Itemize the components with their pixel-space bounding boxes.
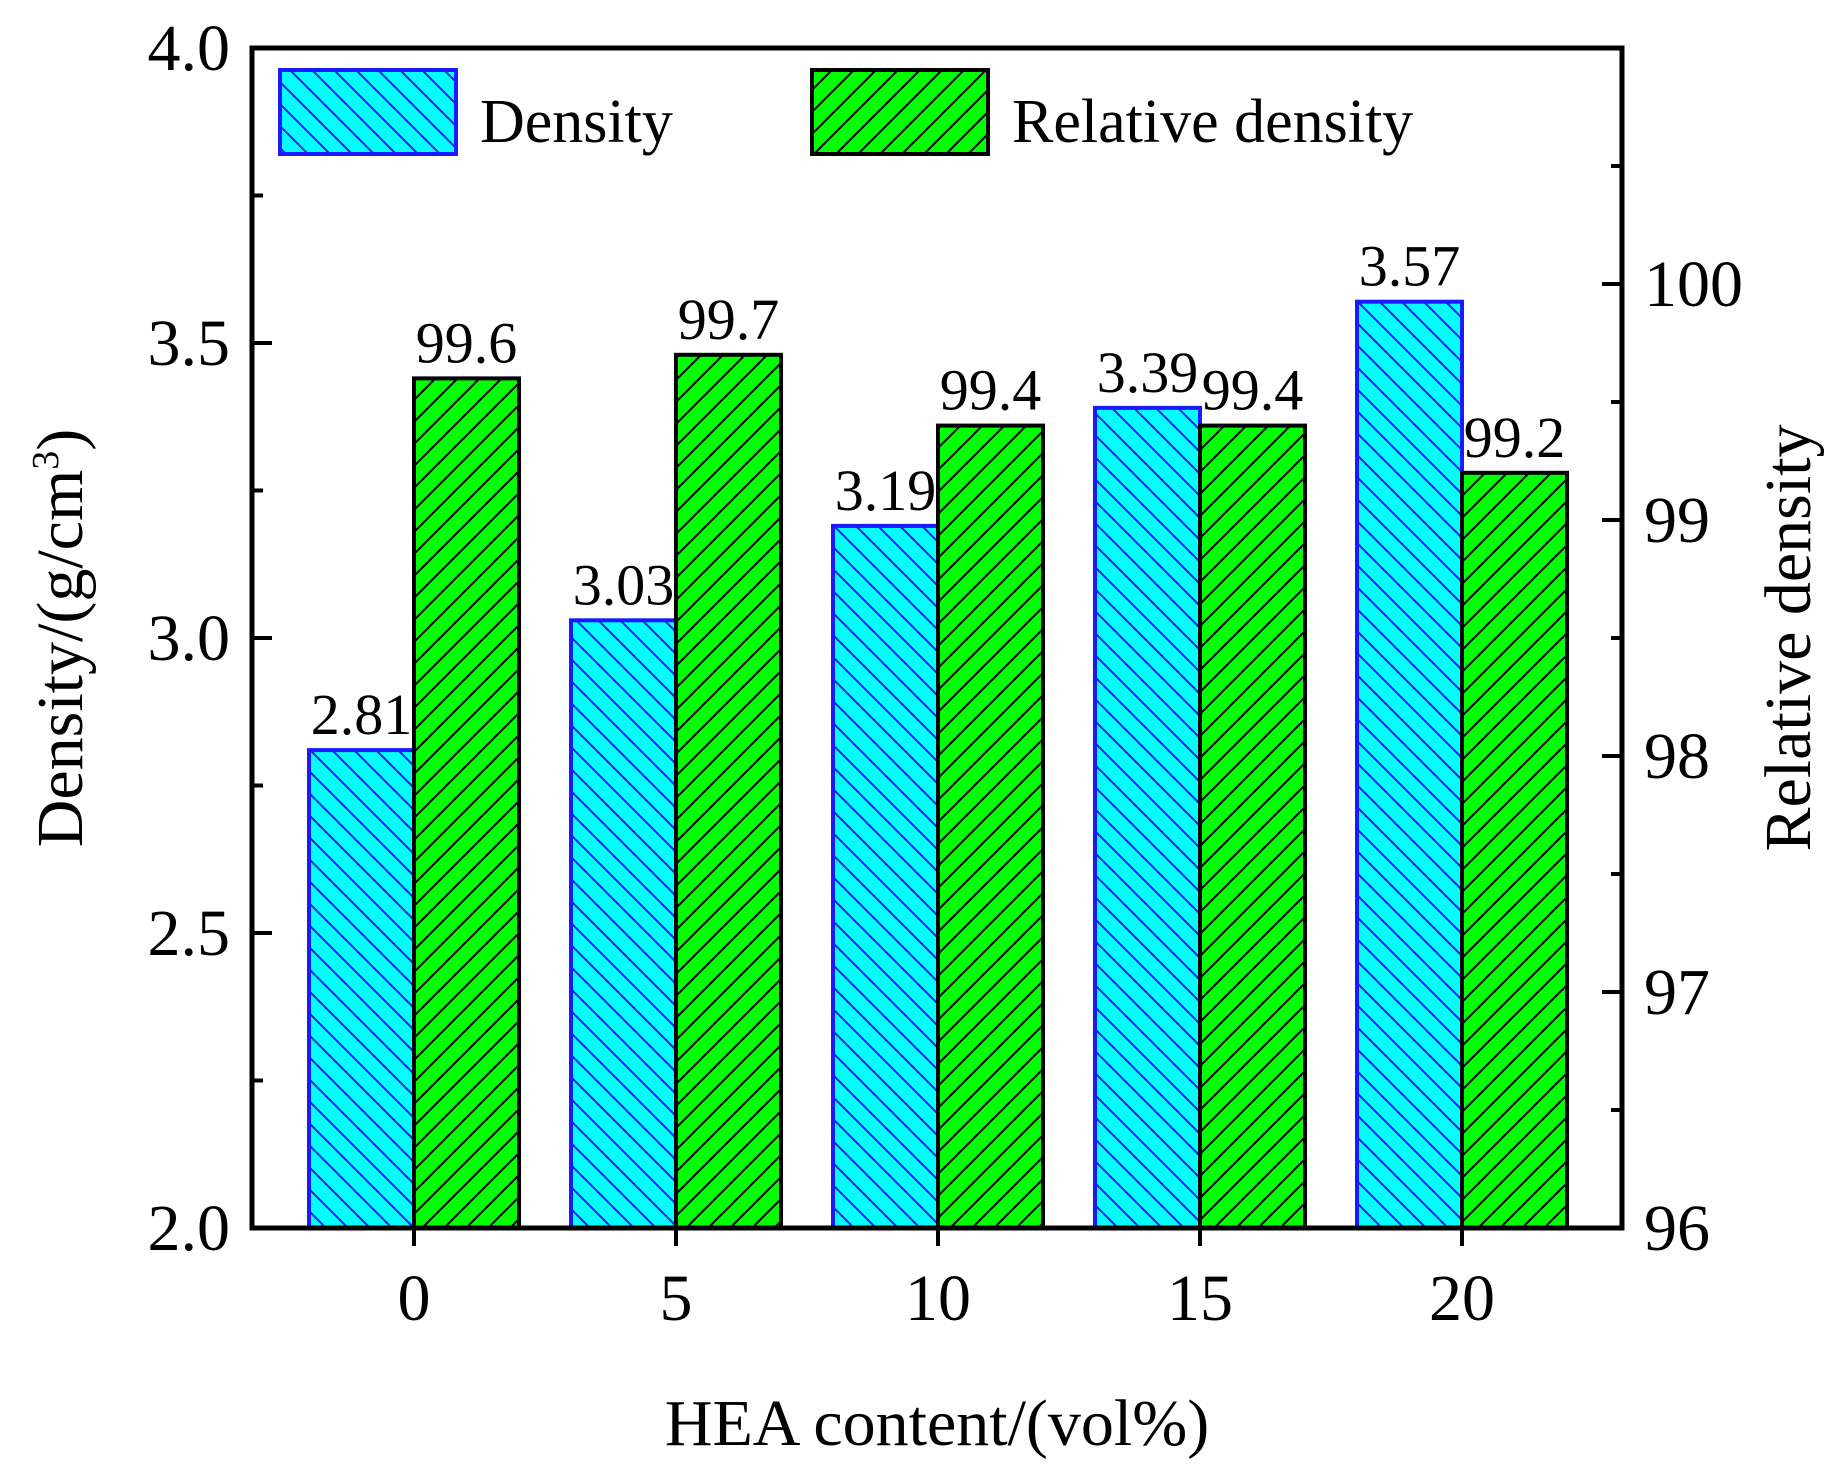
x-tick-label-20: 20 [1429, 1262, 1495, 1335]
value-label-relative-density-10: 99.4 [940, 358, 1042, 423]
bar-hatch-relative-density-5 [674, 352, 783, 1230]
value-label-density-5: 3.03 [573, 552, 675, 617]
value-label-relative-density-15: 99.4 [1202, 358, 1304, 423]
ticks-layer: 0 5 10 15 20 2.0 2.5 3.0 3.5 4.0 96 97 98 99 100 [148, 12, 1744, 1335]
bar-hatch-density-5 [569, 618, 678, 1230]
legend-label-relative-density: Relative density [1012, 88, 1413, 156]
y2-tick-label-96: 96 [1644, 1192, 1710, 1265]
bars-layer [307, 299, 1569, 1231]
y-axis-title: Density/(g/cm3) [24, 429, 97, 848]
x-axis-title: HEA content/(vol%) [665, 1387, 1209, 1460]
legend: Density Relative density [278, 68, 1413, 156]
bar-hatch-density-15 [1093, 405, 1202, 1230]
value-label-density-0: 2.81 [311, 682, 413, 747]
bar-hatch-relative-density-10 [936, 423, 1045, 1231]
bar-hatch-relative-density-0 [412, 376, 521, 1230]
value-label-density-15: 3.39 [1097, 340, 1199, 405]
y2-tick-label-97: 97 [1644, 956, 1710, 1029]
y-tick-label-3.0: 3.0 [148, 602, 231, 675]
y-axis-title-sup: 3 [25, 451, 67, 470]
y2-tick-label-99: 99 [1644, 484, 1710, 557]
legend-swatch-density-hatch [278, 68, 458, 156]
y-tick-label-3.5: 3.5 [148, 307, 231, 380]
value-label-relative-density-5: 99.7 [678, 287, 780, 352]
bar-hatch-density-20 [1355, 299, 1464, 1230]
x-tick-label-5: 5 [660, 1262, 693, 1335]
legend-item-density: Density [278, 68, 673, 156]
value-label-density-10: 3.19 [835, 458, 937, 523]
bar-hatch-density-0 [307, 748, 416, 1230]
value-label-density-20: 3.57 [1359, 234, 1461, 299]
bar-hatch-density-10 [831, 523, 940, 1230]
y-axis-title-close: ) [24, 429, 97, 451]
y-axis-title-main: Density/(g/cm [24, 470, 97, 848]
x-tick-label-15: 15 [1167, 1262, 1233, 1335]
y2-tick-label-98: 98 [1644, 720, 1710, 793]
value-label-relative-density-0: 99.6 [416, 310, 518, 375]
y2-axis-title: Relative density [1752, 424, 1825, 851]
y2-tick-label-100: 100 [1644, 248, 1743, 321]
legend-item-relative-density: Relative density [810, 68, 1413, 156]
y-tick-label-2.0: 2.0 [148, 1192, 231, 1265]
bar-hatch-relative-density-20 [1460, 470, 1569, 1230]
value-label-relative-density-20: 99.2 [1464, 405, 1566, 470]
y-tick-label-4.0: 4.0 [148, 12, 231, 85]
x-tick-label-0: 0 [398, 1262, 431, 1335]
y-tick-label-2.5: 2.5 [148, 897, 231, 970]
legend-swatch-relative-density-hatch [810, 68, 990, 156]
bar-hatch-relative-density-15 [1198, 423, 1307, 1231]
legend-label-density: Density [480, 88, 673, 156]
x-tick-label-10: 10 [905, 1262, 971, 1335]
